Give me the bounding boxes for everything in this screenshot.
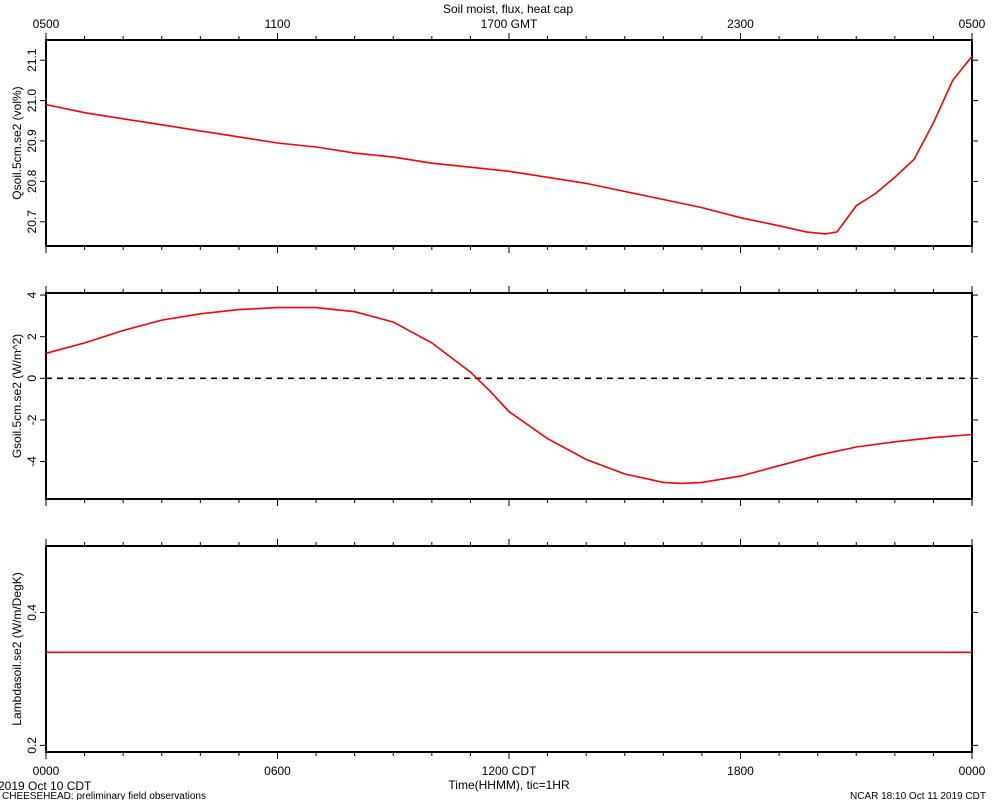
bottom-time-axis: 0000 0600 1200 CDT 1800 0000: [33, 764, 986, 778]
y-tick-label: 21.0: [25, 89, 39, 113]
top-time-axis: 0500 1100 1700 GMT 2300 0500: [33, 17, 986, 31]
panel-soil-heat-flux: -4 -2 0 2 4 Gsoil.5cm.se2 (W/m^2): [10, 286, 978, 506]
y-axis-label: Qsoil.5cm.se2 (vol%): [10, 86, 24, 199]
x-axis-label: Time(HHMM), tic=1HR: [448, 778, 570, 792]
top-tick-label: 1700 GMT: [481, 17, 538, 31]
y-tick-label: 2: [25, 333, 39, 340]
y-axis-label: Gsoil.5cm.se2 (W/m^2): [10, 334, 24, 458]
chart-title: Soil moist, flux, heat cap: [443, 2, 573, 16]
top-tick-label: 2300: [727, 17, 754, 31]
y-tick-label: 0.2: [25, 737, 39, 754]
series-line: [45, 55, 973, 235]
bottom-tick-label: 0000: [33, 764, 60, 778]
bottom-tick-label: 1200 CDT: [482, 764, 537, 778]
bottom-tick-label: 1800: [727, 764, 754, 778]
y-tick-label: -4: [25, 456, 39, 467]
plot-frame: [45, 545, 973, 753]
bottom-tick-label: 0600: [264, 764, 291, 778]
y-tick-label: 20.7: [25, 210, 39, 234]
y-tick-label: 20.9: [25, 129, 39, 153]
y-tick-label: 21.1: [25, 48, 39, 72]
top-tick-label: 0500: [33, 17, 60, 31]
start-date-label: 2019 Oct 10 CDT: [0, 779, 92, 793]
bottom-tick-label: 0000: [959, 764, 986, 778]
y-tick-label: -2: [25, 414, 39, 425]
footer-right: NCAR 18:10 Oct 11 2019 CDT: [850, 791, 986, 800]
y-tick-label: 0: [25, 375, 39, 382]
series-line: [45, 306, 973, 485]
y-tick-label: 20.8: [25, 169, 39, 193]
y-tick-label: 4: [25, 291, 39, 298]
footer-left: CHEESEHEAD: preliminary field observatio…: [2, 791, 206, 800]
top-tick-label: 1100: [265, 17, 291, 31]
y-axis-label: Lambdasoil.se2 (W/m/DegK): [10, 572, 24, 725]
plot-frame: [45, 39, 973, 247]
y-tick-label: 0.4: [25, 604, 39, 621]
plot-frame: [45, 292, 973, 500]
top-tick-label: 0500: [959, 17, 986, 31]
